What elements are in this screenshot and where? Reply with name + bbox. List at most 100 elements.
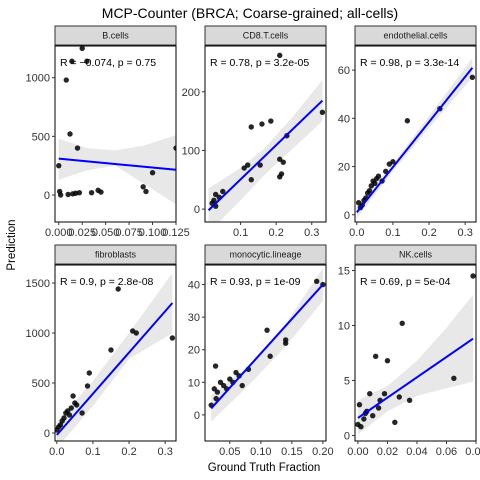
x-tick-label: 0.000 [45,227,73,239]
confidence-band [356,58,473,219]
data-point [63,77,69,83]
y-axis-label: Prediction [6,219,18,270]
data-point [375,173,382,179]
regression-line [58,157,176,171]
data-point [366,187,373,194]
facet-strip-label: CD8.T.cells [243,31,289,41]
data-point [280,159,286,165]
data-point [115,286,121,292]
x-tick-label: 0.075 [115,227,143,239]
data-point [69,58,75,64]
facet-strip-label: B.cells [102,31,129,41]
data-point [214,389,221,395]
panel-border [204,45,327,223]
data-point [70,393,76,399]
data-point [372,180,378,187]
panel-border [354,264,477,442]
x-tick-label: 0.3 [458,227,473,239]
correlation-annotation: R = 0.9, p = 2.8e-08 [60,276,154,288]
confidence-band [211,268,323,422]
data-point [84,58,90,64]
x-tick-label: 0.050 [92,227,120,239]
panel-plot-area [56,46,176,205]
x-tick-label: 0.2 [421,227,436,239]
x-tick-label: 0.1 [385,227,400,239]
regression-line [357,337,474,419]
data-point [375,405,382,411]
panel-plot-area [55,273,176,441]
x-tick-label: 0.0 [49,446,64,458]
data-point [248,124,254,130]
data-point [76,189,83,196]
data-point [383,168,389,175]
data-point [268,118,274,124]
panel-border [54,45,177,223]
data-point [108,347,114,353]
correlation-annotation: R = 0.69, p = 5e-04 [360,276,451,288]
facet-strip [354,244,477,265]
panel-monocytic-lineage: monocytic.lineage R = 0.93, p = 1e-09 0 10 2… [188,244,334,458]
data-point [68,405,74,411]
confidence-band [357,294,474,435]
confidence-band [58,135,176,205]
x-tick-label: 0.025 [68,227,96,239]
data-point [65,191,71,198]
data-point [264,327,270,333]
x-tick-label: 0.10 [250,446,271,458]
data-point [278,171,285,177]
facet-strip-label: monocytic.lineage [229,250,301,260]
data-point [319,109,326,115]
x-tick-label: 0.06 [436,446,457,458]
correlation-annotation: R = 0.78, p = 3.2e-05 [210,57,309,69]
panel-border [204,264,327,442]
data-point [140,184,146,190]
data-point [98,189,104,195]
panel-endothelial-cells: endothelial.cells R = 0.98, p = 3.3e-14 0 2… [338,25,477,239]
data-point [404,118,411,124]
y-tick-label: 100 [182,145,200,157]
x-tick-label: 0.1 [233,227,248,239]
y-tick-label: 500 [32,378,50,390]
x-tick-label: 0.04 [406,446,427,458]
facet-strip [354,25,477,46]
data-point [406,397,413,403]
data-point [358,424,364,430]
y-tick-label: 10 [188,377,200,389]
correlation-annotation: R = 0.93, p = 1e-09 [210,276,301,288]
y-tick-label: 5 [344,376,350,388]
x-tick-label: 0.3 [158,446,173,458]
data-point [241,165,247,171]
data-point [61,415,67,421]
correlation-annotation: R = 0.98, p = 3.3e-14 [360,57,459,69]
panel-cd8-t-cells: CD8.T.cells R = 0.78, p = 3.2e-05 0 100 200 0… [182,25,327,239]
x-tick-label: 0.1 [85,446,100,458]
x-tick-label: 0.00 [347,446,368,458]
x-tick-label: 0.08 [465,446,480,458]
data-point [239,382,245,389]
y-tick-label: 10 [338,321,350,333]
x-axis-label: Ground Truth Fraction [208,462,321,474]
regression-line [56,302,174,436]
y-tick-label: 20 [338,162,350,174]
panel-plot-area [208,268,326,422]
x-tick-label: 0.05 [219,446,240,458]
data-point [66,412,73,418]
data-point [361,416,367,422]
data-point [370,413,376,419]
x-tick-label: 0.2 [269,227,284,239]
data-point [245,162,251,168]
data-point [384,358,391,364]
data-point [451,375,457,381]
panel-plot-area [355,273,476,435]
data-point [133,330,139,336]
data-point [84,383,91,389]
data-point [399,320,405,326]
facet-strip-label: NK.cells [399,250,433,260]
y-tick-label: 20 [188,345,200,357]
x-tick-label: 0.15 [281,446,302,458]
data-point [470,273,476,279]
y-tick-label: 1000 [26,73,50,85]
data-point [372,353,379,359]
